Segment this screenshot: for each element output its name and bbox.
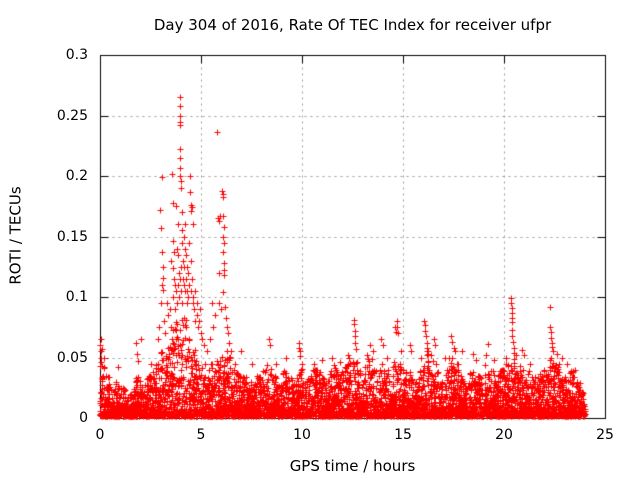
y-tick-label: 0.05 xyxy=(56,349,88,366)
x-axis-title: GPS time / hours xyxy=(289,457,416,475)
y-tick-label: 0.1 xyxy=(65,289,88,305)
x-tick-label: 0 xyxy=(95,427,105,443)
y-tick-label: 0 xyxy=(79,410,88,426)
x-tick-label: 5 xyxy=(196,427,206,443)
x-tick-label: 20 xyxy=(495,427,513,443)
y-tick-label: 0.3 xyxy=(65,47,88,63)
x-tick-label: 10 xyxy=(293,427,311,443)
y-tick-label: 0.15 xyxy=(56,228,88,245)
chart-title: Day 304 of 2016, Rate Of TEC Index for r… xyxy=(153,16,552,34)
y-tick-label: 0.25 xyxy=(56,107,88,124)
y-tick-label: 0.2 xyxy=(65,168,88,184)
x-tick-label: 25 xyxy=(596,427,614,443)
x-tick-label: 15 xyxy=(394,427,412,443)
